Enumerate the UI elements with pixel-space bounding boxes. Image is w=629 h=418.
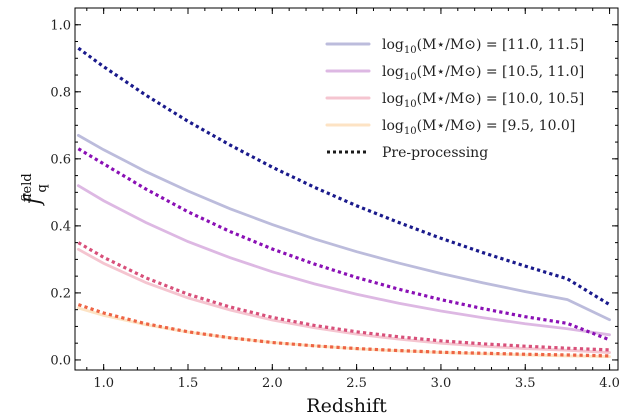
legend-entry: log10(M⋆/M⊙) = [10.5, 11.0] xyxy=(325,64,584,83)
plot-frame xyxy=(74,7,619,371)
field-line-1 xyxy=(76,184,611,337)
y-tick-label: 0.6 xyxy=(50,152,71,167)
legend-entry: log10(M⋆/M⊙) = [9.5, 10.0] xyxy=(325,118,575,137)
legend-label: log10(M⋆/M⊙) = [10.5, 11.0] xyxy=(382,64,584,83)
x-tick-label: 2.5 xyxy=(346,376,367,391)
legend-entry: log10(M⋆/M⊙) = [11.0, 11.5] xyxy=(325,37,584,56)
x-tick-label: 1.0 xyxy=(93,376,114,391)
x-tick-label: 4.0 xyxy=(599,376,620,391)
x-axis-label: Redshift xyxy=(306,395,387,417)
y-tick-label: 0.8 xyxy=(50,85,71,100)
preprocessing-line-5 xyxy=(77,147,611,342)
y-tick-label: 0.4 xyxy=(50,219,71,234)
preprocessing-line-4 xyxy=(77,46,611,307)
y-axis-label: f q field xyxy=(20,173,50,206)
y-tick-label: 1.0 xyxy=(50,18,71,33)
legend-label: Pre-processing xyxy=(382,145,488,161)
y-tick-label: 0.0 xyxy=(50,353,71,368)
x-tick-label: 3.0 xyxy=(431,376,452,391)
y-axis-label-superscript: field xyxy=(20,173,35,202)
series-layer xyxy=(76,46,611,358)
field-line-0 xyxy=(76,133,611,322)
label-layer: Redshift f q field xyxy=(20,173,387,417)
x-tick-label: 1.5 xyxy=(178,376,199,391)
x-tick-label: 2.0 xyxy=(262,376,283,391)
preprocessing-line-7 xyxy=(77,303,610,358)
legend-label: log10(M⋆/M⊙) = [9.5, 10.0] xyxy=(382,118,575,137)
field-line-2 xyxy=(76,247,611,354)
tick-layer: 1.0 1.5 2.0 2.5 3.0 3.5 4.0 0.0 0.2 0.4 0.6 0.8 1.0 xyxy=(50,8,620,391)
legend-entry-preprocessing: Pre-processing xyxy=(327,145,488,161)
legend-label: log10(M⋆/M⊙) = [10.0, 10.5] xyxy=(382,91,584,110)
legend-label: log10(M⋆/M⊙) = [11.0, 11.5] xyxy=(382,37,584,56)
x-tick-label: 3.5 xyxy=(515,376,536,391)
svg-text:f q field: f q field xyxy=(20,173,50,206)
y-tick-label: 0.2 xyxy=(50,286,71,301)
preprocessing-line-6 xyxy=(77,241,610,352)
legend-entry: log10(M⋆/M⊙) = [10.0, 10.5] xyxy=(325,91,584,110)
y-axis-label-subscript: q xyxy=(35,184,50,192)
legend: log10(M⋆/M⊙) = [11.0, 11.5] log10(M⋆/M⊙) … xyxy=(325,37,584,161)
